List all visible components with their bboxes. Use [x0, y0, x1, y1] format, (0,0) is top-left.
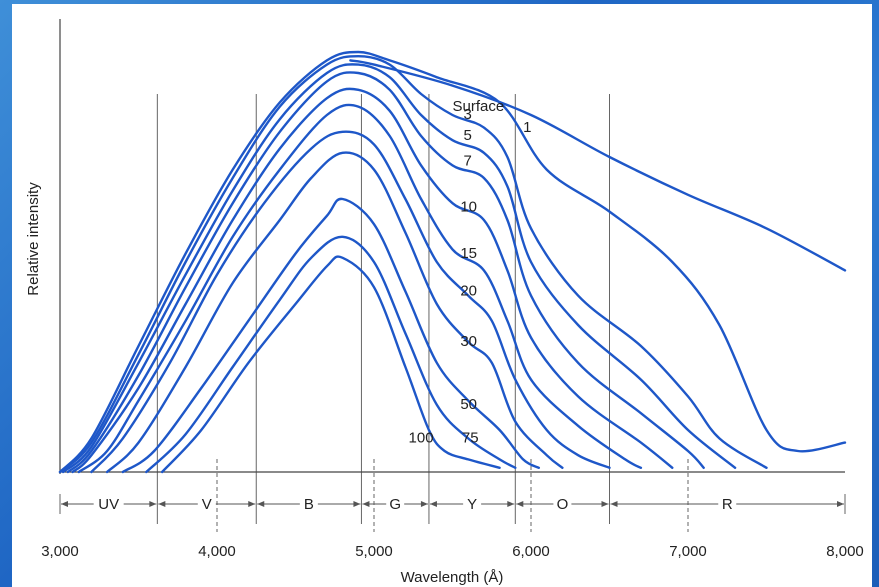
band-arrowhead-left [516, 501, 524, 507]
band-g: G [362, 496, 428, 513]
x-tick-label-3000: 3,000 [41, 543, 79, 560]
x-tick-labels: 3,000 4,000 5,000 6,000 7,000 8,000 [41, 543, 864, 560]
band-r: R [610, 496, 844, 513]
curve-label-100: 100 [409, 430, 434, 447]
chart-panel: UV V B G Y O R Surface 1 3 5 7 10 15 20 30 50 75 100 3,00… [12, 4, 872, 587]
band-arrowhead-left [610, 501, 618, 507]
band-arrowhead-right [837, 501, 844, 507]
band-label-y: Y [467, 496, 477, 513]
curve-3 [58, 55, 768, 474]
band-label-g: G [389, 496, 401, 513]
spectral-intensity-chart: UV V B G Y O R Surface 1 3 5 7 10 15 20 30 50 75 100 3,00… [25, 19, 864, 586]
axes [59, 19, 845, 474]
band-label-v: V [202, 496, 212, 513]
curve-30 [105, 151, 564, 474]
band-label-o: O [557, 496, 569, 513]
curve-5 [61, 63, 737, 474]
curve-label-30: 30 [460, 333, 477, 350]
band-arrowhead-right [601, 501, 609, 507]
band-arrowhead-left [362, 501, 370, 507]
band-arrowhead-left [61, 501, 68, 507]
x-axis-title: Wavelength (Å) [401, 569, 504, 586]
band-label-b: B [304, 496, 314, 513]
x-tick-label-8000: 8,000 [826, 543, 864, 560]
curve-label-surface: Surface [453, 98, 505, 115]
curve-labels: Surface 1 3 5 7 10 15 20 30 50 75 100 [409, 98, 532, 447]
band-arrowhead-right [420, 501, 428, 507]
band-arrowhead-right [248, 501, 256, 507]
x-tick-label-4000: 4,000 [198, 543, 236, 560]
curve-15 [77, 103, 643, 474]
curve-label-5: 5 [463, 127, 471, 144]
color-bands: UV V B G Y O R [59, 494, 846, 514]
band-b: B [257, 496, 361, 513]
curve-surface [349, 59, 847, 272]
band-arrowhead-left [429, 501, 437, 507]
curve-label-10: 10 [460, 199, 477, 216]
curve-label-7: 7 [463, 152, 471, 169]
curve-label-1: 1 [523, 119, 531, 136]
curve-7 [66, 71, 705, 474]
curve-20 [90, 130, 611, 474]
curve-75 [145, 235, 517, 474]
x-tick-label-7000: 7,000 [669, 543, 707, 560]
band-arrowhead-left [257, 501, 265, 507]
band-arrowhead-left [158, 501, 166, 507]
band-uv: UV [61, 496, 157, 513]
x-tick-label-5000: 5,000 [355, 543, 393, 560]
band-arrowhead-right [149, 501, 157, 507]
curve-label-50: 50 [460, 396, 477, 413]
x-tick-label-6000: 6,000 [512, 543, 550, 560]
curve-1 [58, 50, 847, 474]
curve-label-3: 3 [463, 106, 471, 123]
curve-label-20: 20 [460, 283, 477, 300]
curve-100 [160, 255, 501, 474]
curve-label-15: 15 [460, 245, 477, 262]
band-arrowhead-right [353, 501, 361, 507]
curve-label-75: 75 [462, 430, 479, 447]
curve-10 [71, 87, 674, 474]
y-axis-title: Relative intensity [25, 182, 42, 296]
band-arrowhead-right [507, 501, 515, 507]
band-v: V [158, 496, 256, 513]
band-label-uv: UV [98, 496, 119, 513]
curve-group [58, 50, 847, 474]
band-o: O [516, 496, 609, 513]
curve-50 [121, 197, 540, 474]
band-y: Y [429, 496, 515, 513]
band-label-r: R [722, 496, 733, 513]
